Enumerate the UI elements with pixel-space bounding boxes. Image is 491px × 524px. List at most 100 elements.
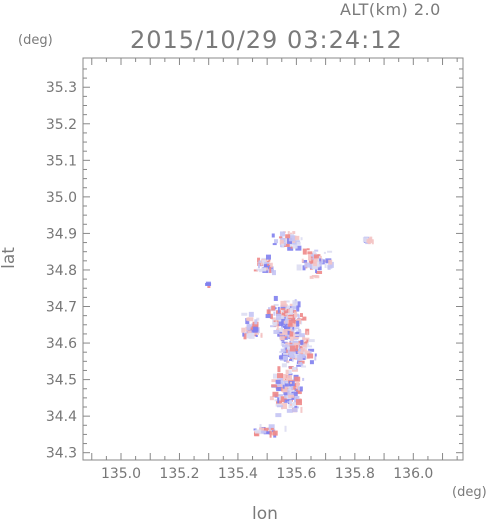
radar-cell bbox=[291, 384, 294, 390]
radar-cell bbox=[273, 311, 276, 316]
radar-cell bbox=[294, 311, 298, 318]
radar-cell bbox=[282, 310, 285, 314]
radar-cell bbox=[241, 327, 246, 333]
radar-cell bbox=[276, 326, 279, 330]
radar-cell bbox=[292, 401, 297, 406]
radar-cell bbox=[283, 352, 289, 355]
radar-cell bbox=[271, 317, 276, 320]
y-tick-label: 34.4 bbox=[46, 409, 77, 425]
radar-cell bbox=[308, 339, 315, 343]
radar-cell bbox=[277, 373, 284, 379]
radar-cell bbox=[327, 264, 333, 269]
radar-cell bbox=[260, 262, 263, 265]
radar-cell bbox=[291, 329, 295, 332]
radar-cell bbox=[268, 424, 275, 431]
radar-cell bbox=[281, 373, 287, 379]
y-tick-label: 35.3 bbox=[46, 80, 77, 96]
radar-cell bbox=[296, 381, 300, 386]
radar-cell bbox=[288, 241, 293, 247]
radar-cell bbox=[268, 430, 272, 435]
radar-cell bbox=[279, 333, 285, 336]
radar-cell bbox=[294, 376, 301, 382]
radar-cell bbox=[247, 317, 254, 322]
radar-cell bbox=[277, 397, 280, 404]
radar-cell bbox=[307, 251, 313, 255]
y-tick-label: 35.0 bbox=[46, 190, 77, 206]
radar-cell bbox=[297, 386, 300, 391]
radar-cell bbox=[327, 250, 333, 253]
radar-cell bbox=[298, 386, 303, 392]
radar-cell bbox=[301, 343, 307, 348]
radar-cell bbox=[286, 408, 293, 413]
radar-cell bbox=[278, 394, 283, 401]
x-tick-label: 135.0 bbox=[101, 466, 141, 482]
radar-cell bbox=[261, 259, 266, 264]
radar-cell bbox=[293, 319, 296, 324]
radar-cell bbox=[241, 312, 248, 316]
radar-cell bbox=[300, 348, 306, 355]
radar-cell bbox=[316, 270, 323, 274]
y-tick-label: 34.3 bbox=[46, 446, 77, 462]
altitude-label: ALT(km) 2.0 bbox=[340, 0, 441, 19]
radar-cell bbox=[294, 388, 300, 392]
radar-cell bbox=[245, 332, 250, 335]
radar-cell bbox=[306, 331, 309, 336]
y-tick-label: 34.8 bbox=[46, 263, 77, 279]
radar-cell bbox=[272, 243, 277, 246]
radar-cell bbox=[275, 317, 281, 324]
radar-cell bbox=[271, 384, 278, 388]
radar-cell bbox=[301, 365, 307, 368]
radar-cell bbox=[309, 275, 314, 279]
radar-cell bbox=[273, 303, 279, 306]
radar-cell bbox=[289, 307, 293, 314]
radar-cell bbox=[277, 306, 280, 313]
radar-cell bbox=[281, 344, 288, 348]
radar-cell bbox=[280, 300, 287, 307]
radar-cell bbox=[298, 328, 302, 331]
radar-cell bbox=[255, 334, 258, 337]
radar-cell bbox=[267, 427, 272, 430]
radar-cell bbox=[290, 246, 293, 249]
radar-cell bbox=[281, 403, 288, 410]
radar-cell bbox=[280, 308, 286, 311]
radar-cell bbox=[270, 427, 274, 430]
radar-cell bbox=[312, 251, 316, 257]
radar-cell bbox=[278, 236, 282, 239]
radar-cell bbox=[281, 315, 285, 322]
radar-cell bbox=[205, 281, 211, 286]
radar-cell bbox=[289, 345, 296, 352]
radar-cell bbox=[292, 355, 299, 359]
radar-cell bbox=[263, 431, 270, 434]
radar-cell bbox=[314, 353, 317, 357]
radar-cell bbox=[298, 346, 303, 351]
radar-cell bbox=[271, 233, 275, 238]
radar-cell bbox=[294, 395, 300, 402]
radar-cell bbox=[269, 262, 273, 268]
radar-cell bbox=[281, 363, 287, 368]
x-tick-label: 135.4 bbox=[218, 466, 258, 482]
radar-cell bbox=[275, 310, 281, 317]
radar-cell bbox=[286, 312, 293, 315]
radar-cell bbox=[277, 378, 283, 381]
radar-cell bbox=[278, 327, 283, 332]
radar-cell bbox=[248, 325, 254, 331]
radar-cell bbox=[298, 333, 305, 338]
radar-cell bbox=[285, 313, 289, 316]
radar-cell bbox=[283, 320, 286, 324]
radar-cell bbox=[307, 254, 311, 261]
radar-cell bbox=[300, 237, 303, 241]
radar-cell bbox=[242, 332, 245, 337]
chart-title-datetime: 2015/10/29 03:24:12 bbox=[130, 26, 403, 54]
radar-cell bbox=[257, 262, 264, 266]
radar-cell bbox=[306, 339, 309, 343]
radar-cell bbox=[296, 345, 299, 352]
radar-cell bbox=[246, 333, 252, 339]
radar-cell bbox=[245, 318, 250, 325]
radar-cell bbox=[292, 231, 296, 235]
radar-cell bbox=[256, 317, 260, 321]
radar-cell bbox=[291, 368, 298, 372]
radar-cell bbox=[291, 357, 294, 362]
radar-cell bbox=[272, 373, 278, 379]
radar-cell bbox=[289, 342, 293, 346]
radar-cell bbox=[282, 386, 288, 393]
